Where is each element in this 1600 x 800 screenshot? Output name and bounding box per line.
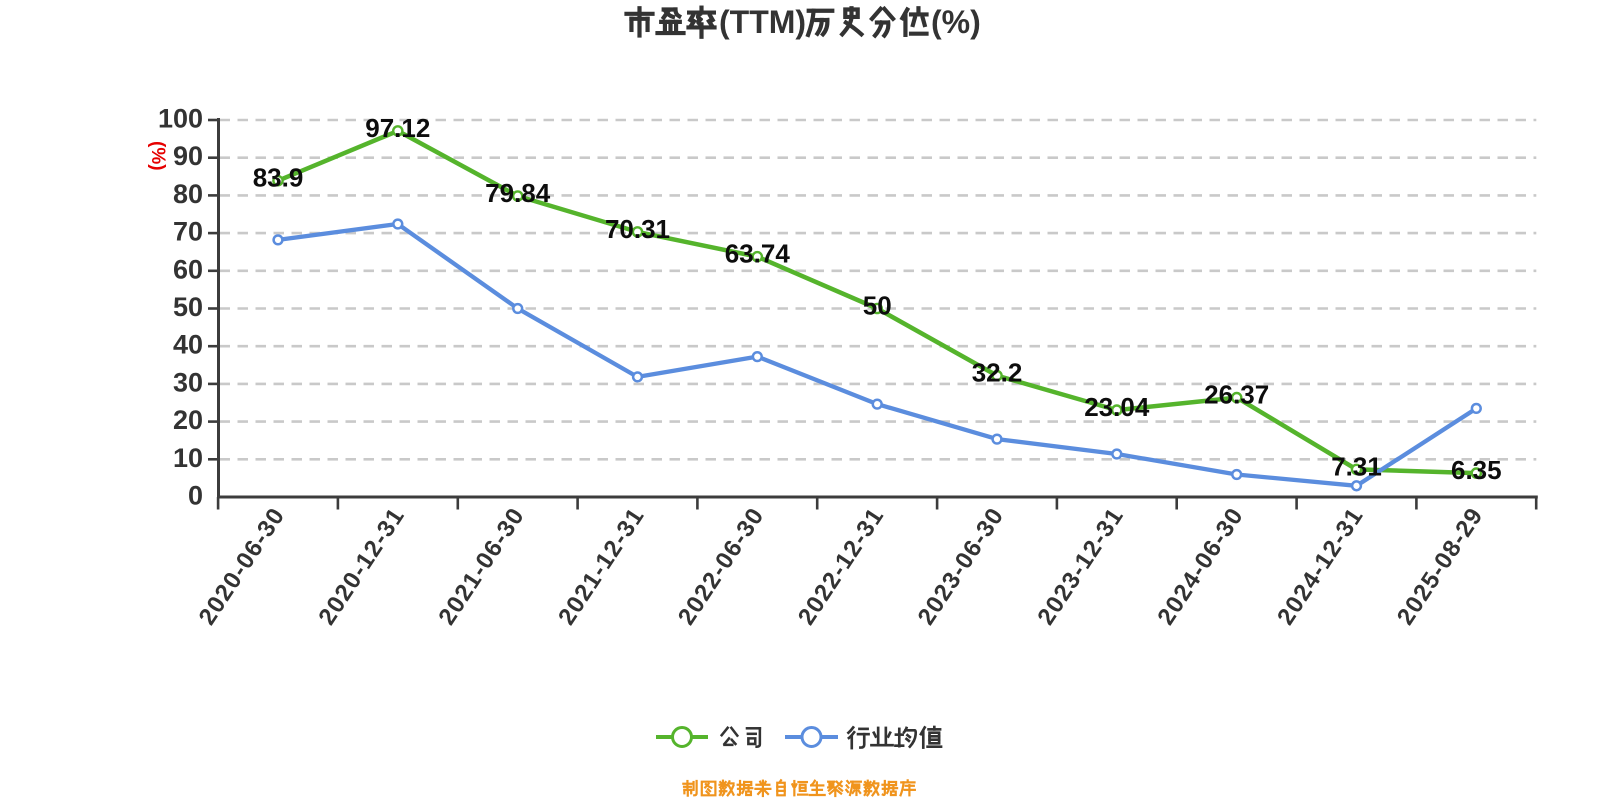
svg-text:90: 90 bbox=[173, 141, 203, 171]
svg-text:2024-12-31: 2024-12-31 bbox=[1272, 503, 1369, 630]
svg-text:20: 20 bbox=[173, 405, 203, 435]
svg-text:2022-06-30: 2022-06-30 bbox=[673, 503, 770, 630]
svg-text:2022-12-31: 2022-12-31 bbox=[793, 503, 890, 630]
svg-text:23.04: 23.04 bbox=[1084, 392, 1150, 422]
svg-text:2023-06-30: 2023-06-30 bbox=[913, 503, 1010, 630]
svg-text:32.2: 32.2 bbox=[972, 358, 1023, 388]
svg-text:2023-12-31: 2023-12-31 bbox=[1032, 503, 1129, 630]
svg-text:70.31: 70.31 bbox=[605, 214, 670, 244]
svg-text:79.84: 79.84 bbox=[485, 178, 551, 208]
svg-text:(TTM): (TTM) bbox=[719, 4, 806, 40]
svg-text:40: 40 bbox=[173, 330, 203, 360]
svg-text:0: 0 bbox=[188, 481, 203, 511]
svg-text:2025-08-29: 2025-08-29 bbox=[1392, 503, 1489, 630]
svg-text:70: 70 bbox=[173, 217, 203, 247]
svg-text:2021-12-31: 2021-12-31 bbox=[553, 503, 650, 630]
svg-text:30: 30 bbox=[173, 367, 203, 397]
svg-text:80: 80 bbox=[173, 179, 203, 209]
svg-text:50: 50 bbox=[173, 292, 203, 322]
svg-text:26.37: 26.37 bbox=[1204, 380, 1269, 410]
svg-text:10: 10 bbox=[173, 443, 203, 473]
svg-text:(%): (%) bbox=[931, 4, 981, 40]
svg-text:6.35: 6.35 bbox=[1451, 455, 1502, 485]
svg-text:50: 50 bbox=[863, 291, 892, 321]
svg-text:97.12: 97.12 bbox=[365, 113, 430, 143]
svg-text:60: 60 bbox=[173, 254, 203, 284]
svg-text:63.74: 63.74 bbox=[725, 239, 791, 269]
svg-text:83.9: 83.9 bbox=[253, 163, 304, 193]
svg-text:2024-06-30: 2024-06-30 bbox=[1152, 503, 1249, 630]
svg-text:2020-06-30: 2020-06-30 bbox=[194, 503, 291, 630]
svg-text:(%): (%) bbox=[147, 141, 168, 171]
svg-text:2021-06-30: 2021-06-30 bbox=[433, 503, 530, 630]
svg-text:100: 100 bbox=[158, 104, 203, 134]
svg-text:2020-12-31: 2020-12-31 bbox=[313, 503, 410, 630]
svg-text:7.31: 7.31 bbox=[1331, 451, 1382, 481]
